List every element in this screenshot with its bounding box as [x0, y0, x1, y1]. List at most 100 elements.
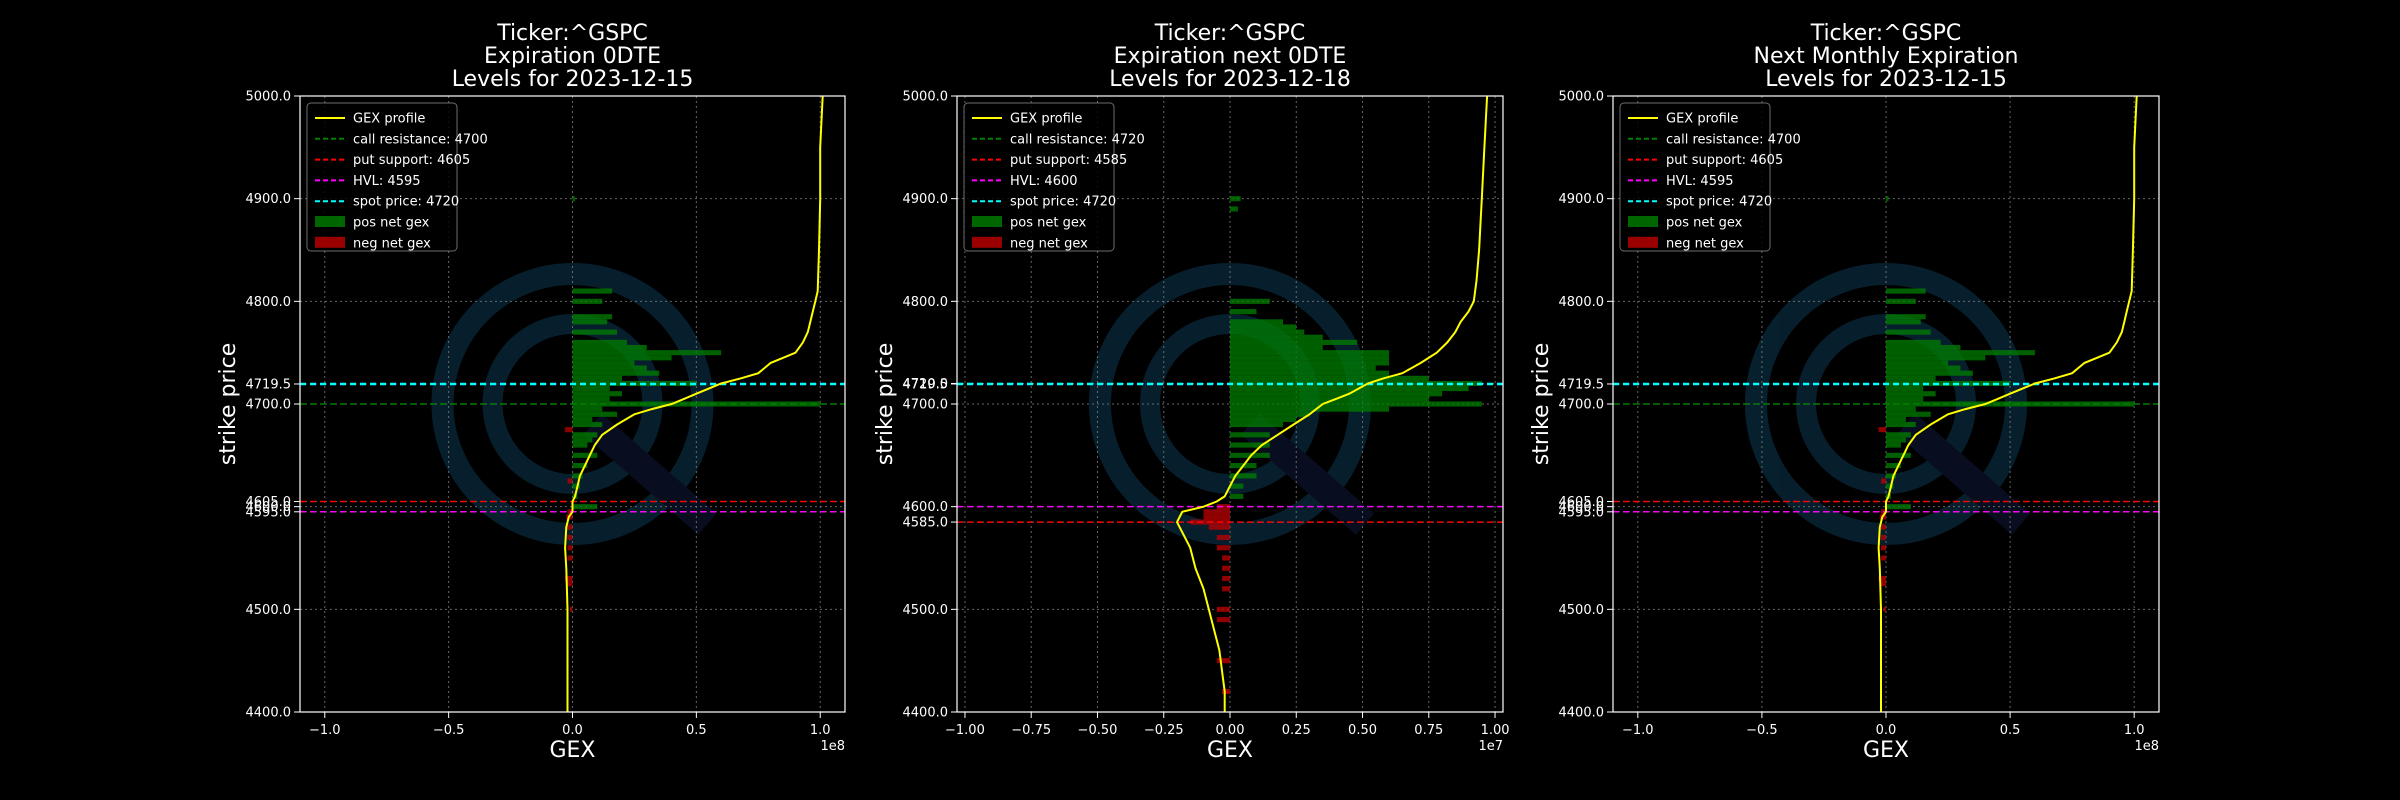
legend-label: GEX profile	[353, 112, 425, 127]
legend: GEX profile call resistance: 4720 put supp…	[963, 102, 1145, 252]
pos-net-gex-bar	[1230, 380, 1482, 387]
neg-net-gex-bar	[1216, 504, 1230, 510]
y-tick-label: 4700.0	[246, 398, 292, 413]
pos-net-gex-bar	[572, 432, 598, 438]
neg-net-gex-bar	[1203, 514, 1230, 520]
neg-net-gex-bar	[565, 575, 573, 582]
pos-net-gex-bar	[572, 344, 647, 351]
pos-net-gex-bar	[1886, 344, 1961, 351]
neg-net-gex-legend-swatch	[315, 236, 345, 248]
pos-net-gex-bar	[1230, 350, 1390, 356]
x-offset-label: 1e8	[820, 739, 845, 754]
x-tick-label: 0.0	[1876, 723, 1897, 738]
legend-label: pos net gex	[1010, 216, 1087, 231]
neg-net-gex-legend-swatch	[1628, 236, 1658, 248]
y-tick-label: 4900.0	[246, 192, 292, 207]
pos-net-gex-bar	[1230, 370, 1390, 376]
x-axis-label: GEX	[1207, 738, 1253, 763]
x-tick-label: 0.50	[1348, 723, 1377, 738]
pos-net-gex-bar	[1886, 196, 1889, 202]
y-tick-label: 4500.0	[1559, 603, 1605, 618]
y-tick-label: 4719.5	[246, 377, 292, 392]
pos-net-gex-bar	[1886, 421, 1916, 428]
legend-label: HVL: 4595	[1666, 174, 1734, 189]
y-tick-label: 4600.0	[1559, 500, 1605, 515]
legend: GEX profile call resistance: 4700 put supp…	[306, 102, 488, 252]
pos-net-gex-bar	[1886, 463, 1901, 469]
x-offset-label: 1e7	[1478, 739, 1503, 754]
neg-net-gex-bar	[566, 581, 573, 587]
pos-net-gex-bar	[1230, 365, 1376, 371]
legend: GEX profile call resistance: 4700 put supp…	[1619, 102, 1801, 252]
gex-profile-line	[564, 96, 824, 712]
neg-net-gex-legend-swatch	[972, 236, 1002, 248]
chart-title-line: Levels for 2023-12-18	[1109, 67, 1351, 92]
pos-net-gex-bar	[1230, 298, 1270, 304]
pos-net-gex-bar	[1886, 432, 1911, 438]
pos-net-gex-bar	[1230, 493, 1244, 499]
legend-label: pos net gex	[353, 216, 430, 231]
pos-net-gex-bar	[572, 483, 580, 489]
watermark-tail	[583, 413, 717, 535]
neg-net-gex-bar	[1878, 427, 1886, 433]
pos-net-gex-bar	[1886, 437, 1906, 443]
legend-label: put support: 4585	[1010, 153, 1127, 168]
neg-net-gex-bar	[567, 545, 573, 551]
pos-net-gex-bar	[572, 452, 598, 458]
pos-net-gex-bar	[1230, 416, 1297, 422]
pos-net-gex-bar	[572, 350, 722, 356]
pos-net-gex-bar	[572, 396, 610, 402]
y-axis-label: strike price	[1529, 343, 1554, 465]
pos-net-gex-bar	[1886, 396, 1924, 402]
pos-net-gex-bar	[1886, 319, 1921, 325]
legend-label: put support: 4605	[353, 153, 470, 168]
y-tick-label: 4500.0	[903, 603, 949, 618]
pos-net-gex-bar	[1230, 360, 1390, 366]
gex-profile-line	[1877, 96, 2138, 712]
neg-net-gex-bar	[1216, 534, 1230, 541]
y-tick-label: 4605.0	[246, 495, 292, 510]
x-axis-label: GEX	[549, 738, 595, 763]
legend-label: call resistance: 4700	[1666, 132, 1801, 147]
pos-net-gex-bar	[572, 196, 575, 202]
pos-net-gex-bar	[572, 365, 647, 371]
gex-profile-line	[1175, 96, 1489, 712]
y-tick-label: 4605.0	[1559, 495, 1605, 510]
neg-net-gex-bar	[1881, 545, 1886, 551]
pos-net-gex-bar	[1886, 370, 1973, 376]
neg-net-gex-bar	[570, 606, 573, 612]
legend-label: spot price: 4720	[353, 195, 459, 210]
x-tick-label: 0.0	[562, 723, 583, 738]
y-tick-label: 5000.0	[246, 90, 292, 105]
pos-net-gex-bar	[1230, 421, 1284, 428]
y-tick-label: 4595.0	[246, 505, 292, 520]
chart-title-line: Ticker:^GSPC	[496, 21, 648, 46]
x-tick-label: 0.5	[686, 723, 707, 738]
y-tick-label: 4800.0	[246, 295, 292, 310]
y-tick-label: 4719.5	[903, 377, 949, 392]
legend-label: neg net gex	[1010, 236, 1088, 251]
pos-net-gex-bar	[1886, 483, 1894, 489]
pos-net-gex-bar	[1230, 324, 1297, 330]
y-tick-label: 5000.0	[903, 90, 949, 105]
legend-label: spot price: 4720	[1666, 195, 1772, 210]
legend-label: neg net gex	[353, 236, 431, 251]
y-axis-label: strike price	[216, 343, 241, 465]
pos-net-gex-bar	[572, 504, 598, 510]
legend-box	[963, 102, 1115, 252]
pos-net-gex-bar	[572, 411, 618, 417]
pos-net-gex-bar	[572, 329, 618, 335]
pos-net-gex-bar	[1230, 309, 1257, 315]
chart-title-line: Ticker:^GSPC	[1154, 21, 1306, 46]
pos-net-gex-bar	[1886, 288, 1926, 294]
pos-net-gex-bar	[572, 437, 593, 443]
pos-net-gex-bar	[1886, 406, 1916, 412]
pos-net-gex-bar	[1886, 314, 1926, 320]
x-tick-label: −0.5	[433, 723, 465, 738]
pos-net-gex-bar	[1886, 375, 1936, 381]
pos-net-gex-bar	[1886, 391, 1936, 397]
pos-net-gex-bar	[572, 339, 627, 345]
pos-net-gex-bar	[1886, 416, 1906, 422]
pos-net-gex-bar	[1886, 401, 2135, 407]
x-tick-label: 1.0	[2124, 723, 2145, 738]
